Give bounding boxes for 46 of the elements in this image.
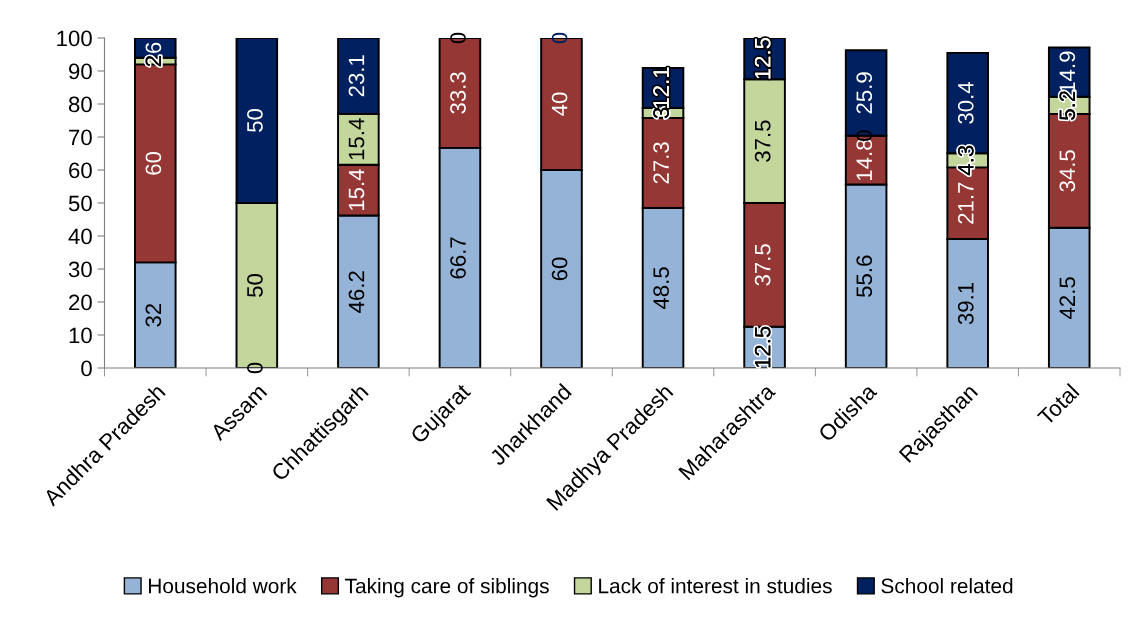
data-label: 23.1 bbox=[348, 55, 365, 97]
legend-label: School related bbox=[881, 578, 1013, 594]
y-tick-label: 50 bbox=[68, 195, 92, 212]
data-label: 37.5 bbox=[754, 244, 771, 286]
y-tick-label: 0 bbox=[81, 360, 92, 377]
data-label: 14.8 bbox=[856, 139, 873, 181]
data-label: 12.1 bbox=[653, 67, 669, 108]
y-tick-label: 20 bbox=[69, 294, 92, 311]
data-label: 15.4 bbox=[348, 118, 365, 160]
data-label: 30.4 bbox=[957, 82, 974, 124]
data-label: 25.9 bbox=[856, 72, 873, 114]
data-label: 27.3 bbox=[653, 142, 669, 184]
data-label: 60 bbox=[145, 151, 162, 175]
data-label: 39.1 bbox=[957, 282, 974, 325]
y-tick-label: 30 bbox=[68, 261, 92, 278]
data-label: 50 bbox=[247, 109, 263, 132]
data-label: 14.9 bbox=[1059, 51, 1076, 93]
legend-label: Household work bbox=[149, 578, 297, 594]
y-tick-label: 80 bbox=[68, 96, 92, 113]
data-label: 0 bbox=[551, 32, 568, 44]
data-label: 55.6 bbox=[856, 255, 873, 297]
data-label: 60 bbox=[551, 257, 568, 281]
data-label: 66.7 bbox=[450, 237, 466, 279]
data-label: 48.5 bbox=[653, 267, 669, 310]
data-label: 40 bbox=[551, 92, 568, 116]
y-tick-label: 60 bbox=[69, 162, 92, 179]
data-label: 32 bbox=[145, 303, 162, 327]
data-label: 12.5 bbox=[754, 326, 771, 368]
data-label: 12.5 bbox=[754, 37, 771, 79]
data-label: 42.5 bbox=[1059, 277, 1076, 319]
data-label: 33.3 bbox=[450, 72, 466, 114]
legend-label: Lack of interest in studies bbox=[599, 578, 832, 594]
y-tick-label: 100 bbox=[57, 30, 92, 47]
data-label: 34.5 bbox=[1059, 150, 1076, 192]
y-tick-label: 40 bbox=[68, 228, 92, 245]
data-label: 46.2 bbox=[348, 271, 365, 313]
data-label: 21.7 bbox=[957, 182, 974, 224]
legend-label: Taking care of siblings bbox=[345, 578, 549, 598]
y-tick-label: 90 bbox=[69, 63, 92, 80]
data-label: 15.4 bbox=[348, 169, 365, 211]
annotation: 0 bbox=[247, 362, 263, 374]
data-label: 37.5 bbox=[754, 120, 771, 162]
y-tick-label: 70 bbox=[69, 129, 92, 146]
y-tick-label: 10 bbox=[69, 327, 92, 344]
data-label: 50 bbox=[247, 274, 263, 297]
data-label: 6 bbox=[145, 42, 162, 53]
